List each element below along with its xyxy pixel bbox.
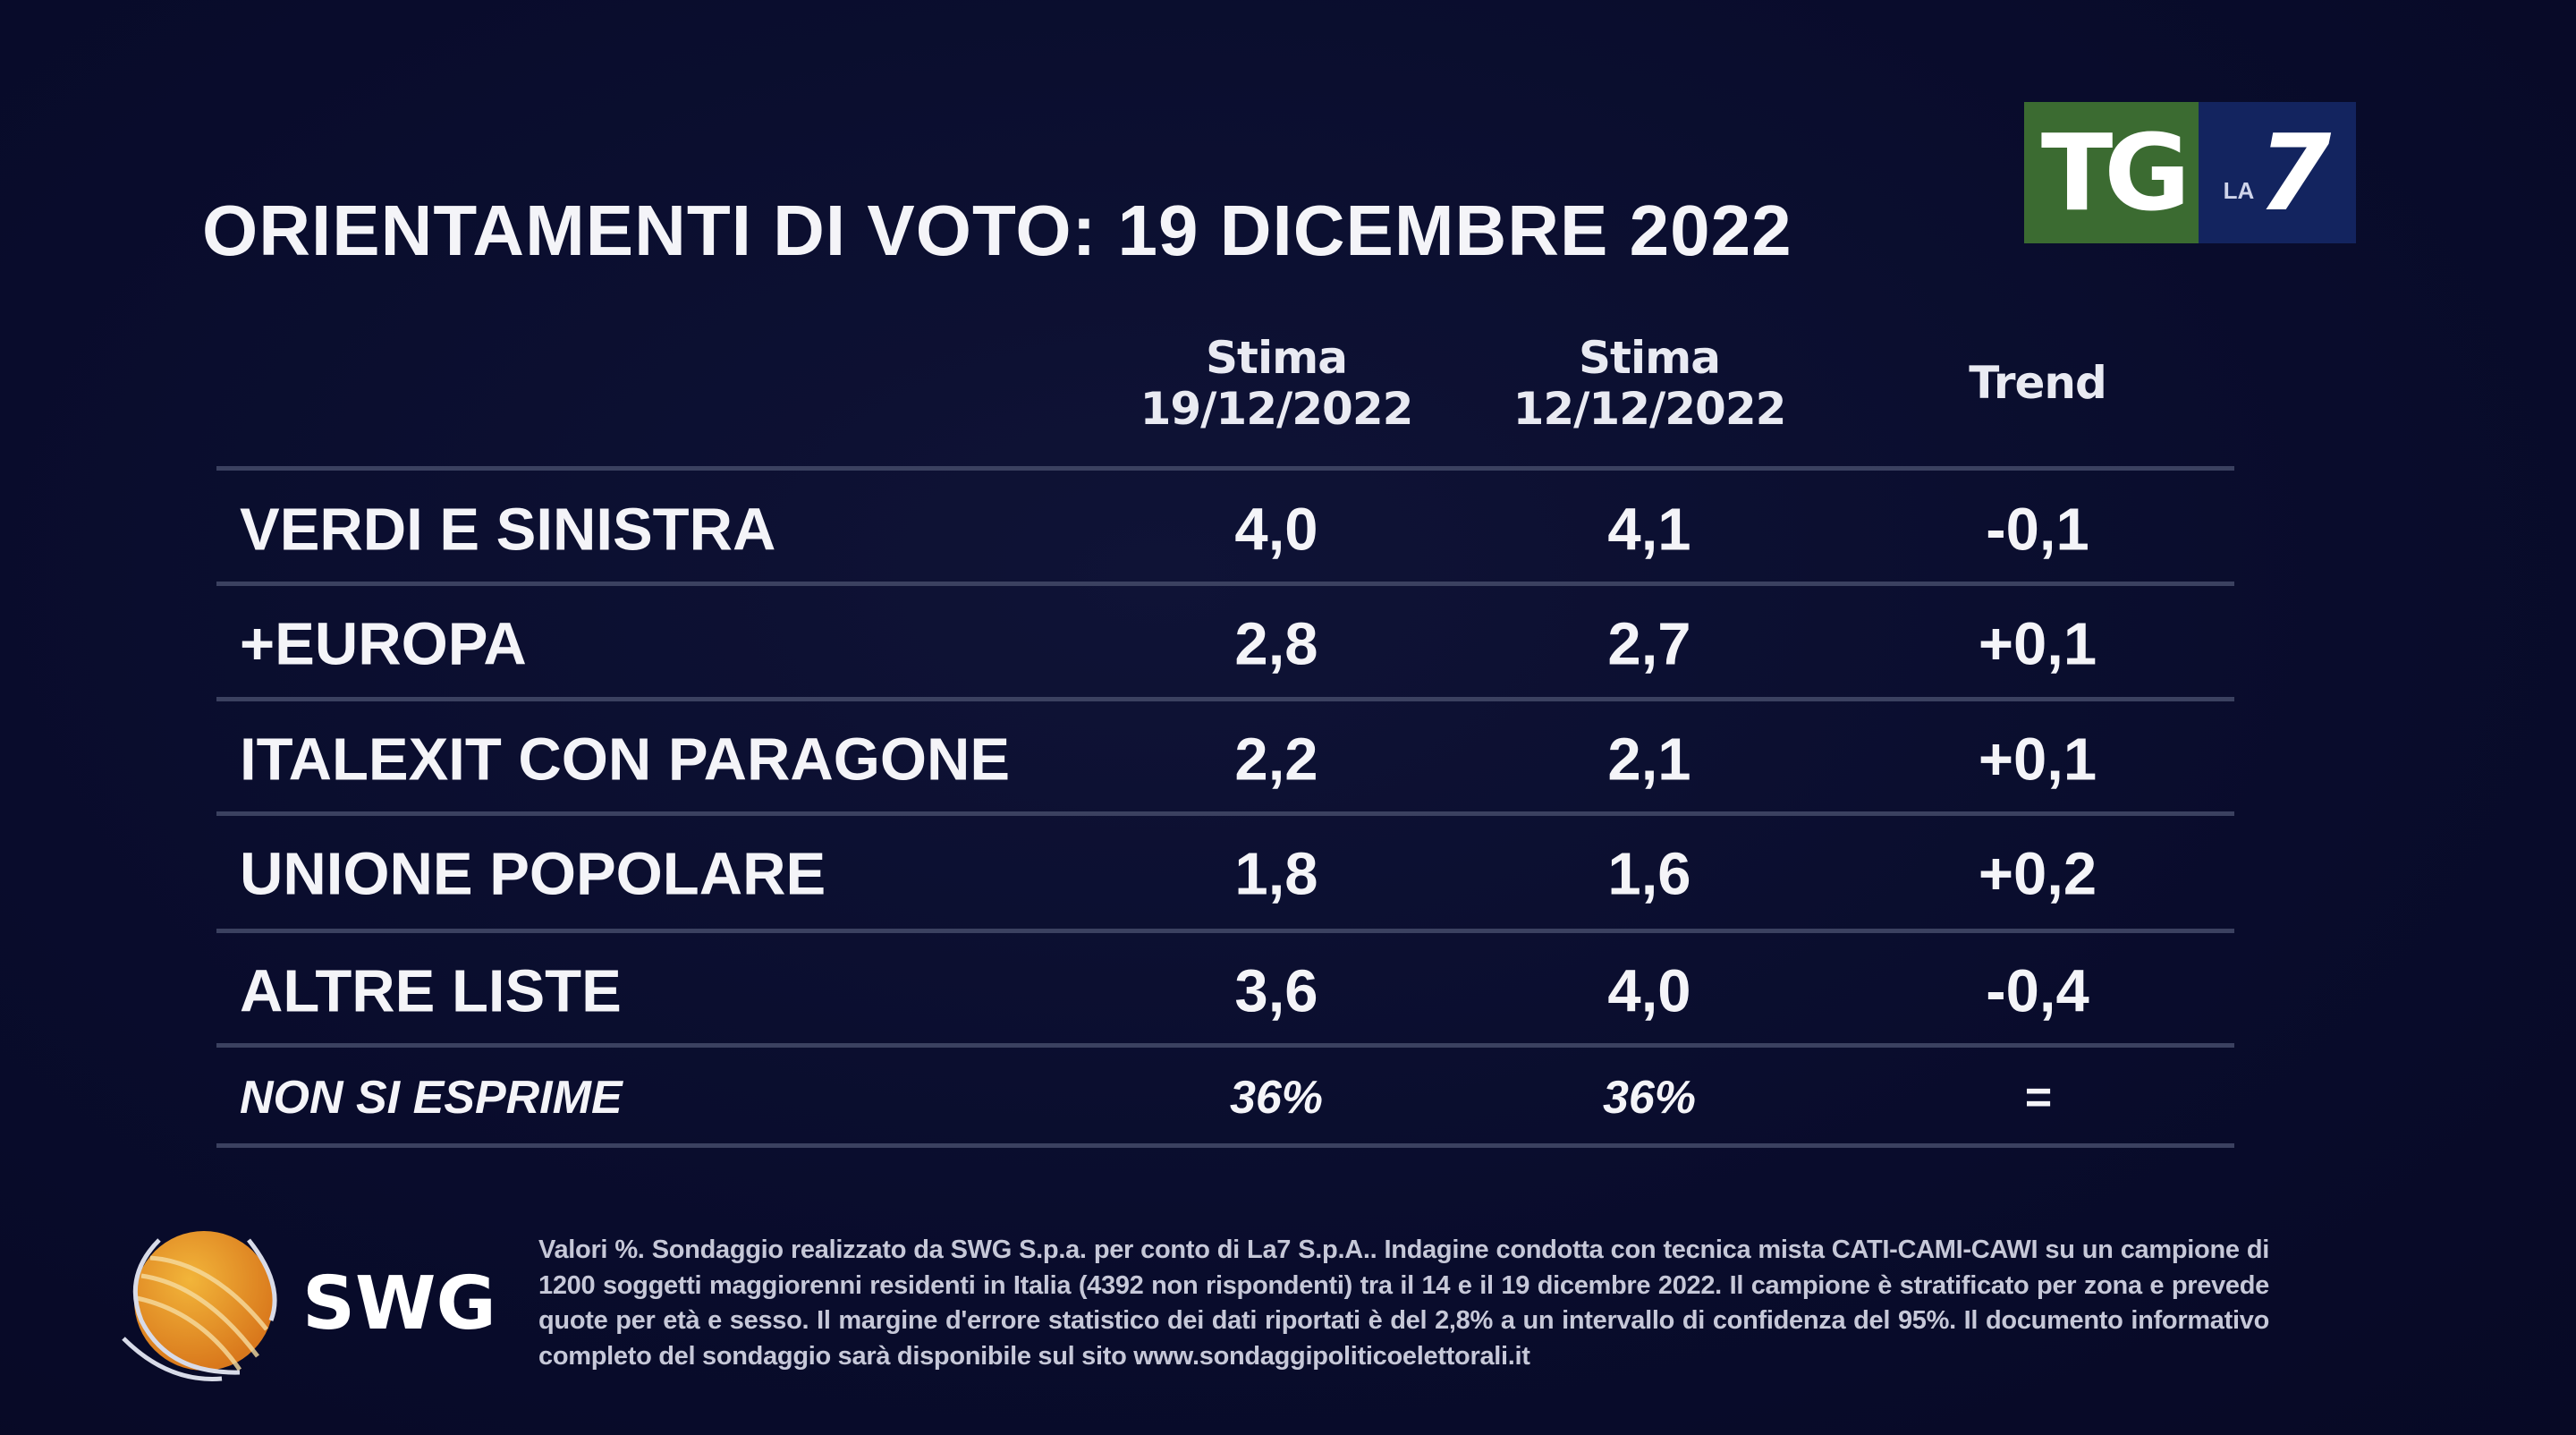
tg-la7-logo: TG LA 7 — [2024, 102, 2356, 243]
column-header-trend: Trend — [1859, 358, 2216, 409]
table-divider — [216, 1143, 2234, 1148]
table-row: VERDI E SINISTRA 4,0 4,1 -0,1 — [0, 476, 2576, 583]
column-header-line2: 19/12/2022 — [1140, 383, 1414, 435]
trend-value: -0,1 — [1986, 496, 2089, 564]
stima-19-value: 4,0 — [1234, 496, 1318, 564]
methodology-footnote: Valori %. Sondaggio realizzato da SWG S.… — [538, 1235, 2269, 1371]
column-header-line1: Trend — [1969, 357, 2107, 409]
party-name: ITALEXIT CON PARAGONE — [240, 726, 1011, 794]
party-name: ALTRE LISTE — [240, 957, 622, 1025]
logo-la7: LA 7 — [2199, 102, 2356, 243]
swg-globe-icon — [122, 1231, 277, 1381]
table-row: ALTRE LISTE 3,6 4,0 -0,4 — [0, 938, 2576, 1045]
swg-logo-text: SWG — [302, 1261, 496, 1346]
party-name: NON SI ESPRIME — [240, 1072, 623, 1124]
trend-value: +0,2 — [1978, 840, 2097, 908]
stima-12-value: 4,0 — [1607, 957, 1691, 1025]
trend-value: -0,4 — [1986, 957, 2089, 1025]
table-divider — [216, 697, 2234, 701]
column-header-stima-19: Stima 19/12/2022 — [1097, 333, 1455, 435]
table-divider — [216, 582, 2234, 586]
stima-12-value: 2,7 — [1607, 610, 1691, 678]
party-name: UNIONE POPOLARE — [240, 840, 826, 908]
table-row: +EUROPA 2,8 2,7 +0,1 — [0, 590, 2576, 698]
party-name: +EUROPA — [240, 610, 527, 678]
logo-seven: 7 — [2258, 111, 2332, 234]
stima-19-value: 1,8 — [1234, 840, 1318, 908]
table-divider — [216, 1043, 2234, 1048]
column-header-line1: Stima — [1206, 332, 1348, 384]
stima-12-value: 1,6 — [1607, 840, 1691, 908]
trend-value: +0,1 — [1978, 726, 2097, 794]
stima-12-value: 4,1 — [1607, 496, 1691, 564]
table-divider — [216, 466, 2234, 471]
stima-19-value: 2,8 — [1234, 610, 1318, 678]
stima-12-value: 2,1 — [1607, 726, 1691, 794]
trend-value: +0,1 — [1978, 610, 2097, 678]
column-header-line1: Stima — [1579, 332, 1721, 384]
logo-tg: TG — [2024, 102, 2199, 243]
stima-19-value: 36% — [1229, 1072, 1324, 1124]
column-header-line2: 12/12/2022 — [1513, 383, 1787, 435]
trend-value: = — [2023, 1072, 2052, 1124]
table-row: UNIONE POPOLARE 1,8 1,6 +0,2 — [0, 820, 2576, 928]
column-header-stima-12: Stima 12/12/2022 — [1470, 333, 1828, 435]
logo-la: LA — [2223, 176, 2255, 204]
table-divider — [216, 929, 2234, 933]
table-row-non-si-esprime: NON SI ESPRIME 36% 36% = — [0, 1044, 2576, 1151]
stima-19-value: 2,2 — [1234, 726, 1318, 794]
table-divider — [216, 811, 2234, 816]
party-name: VERDI E SINISTRA — [240, 496, 776, 564]
stima-12-value: 36% — [1602, 1072, 1697, 1124]
table-row: ITALEXIT CON PARAGONE 2,2 2,1 +0,1 — [0, 706, 2576, 813]
stima-19-value: 3,6 — [1234, 957, 1318, 1025]
page-title: ORIENTAMENTI DI VOTO: 19 DICEMBRE 2022 — [202, 191, 1792, 270]
